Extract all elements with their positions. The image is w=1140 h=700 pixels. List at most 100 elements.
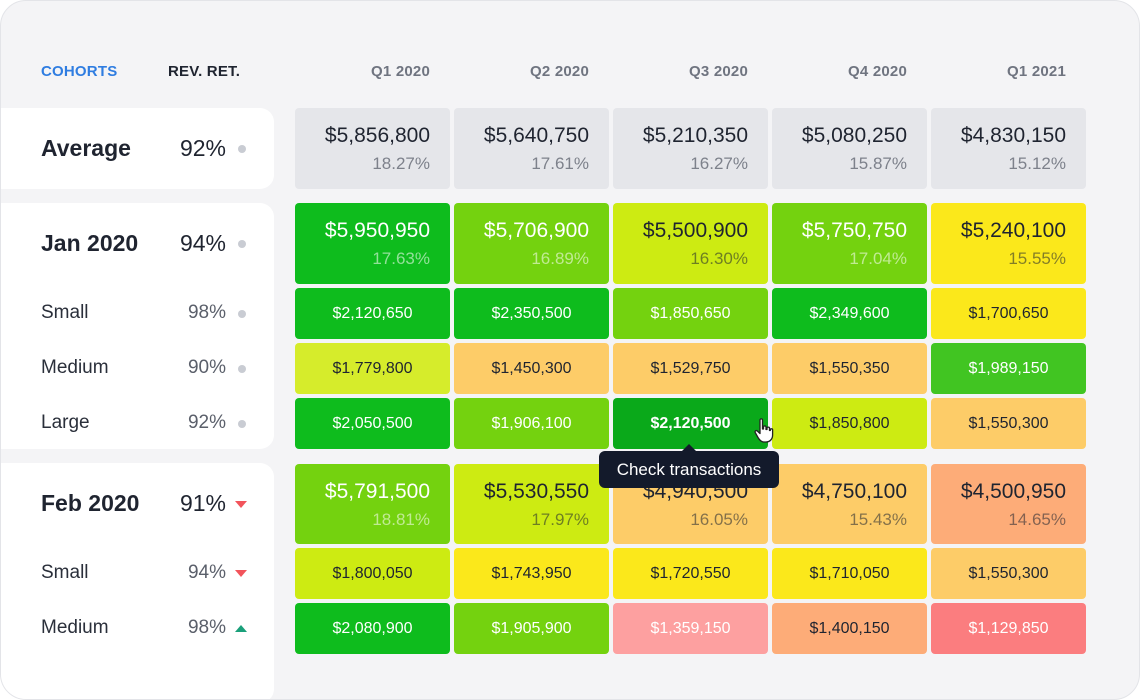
cell-amount: $1,450,300 bbox=[491, 360, 572, 377]
cell-amount: $1,743,950 bbox=[491, 565, 572, 582]
quarter-header-2[interactable]: Q2 2020 bbox=[530, 63, 589, 80]
cell-amount: $1,550,350 bbox=[809, 360, 890, 377]
cell-percent: 15.87% bbox=[849, 154, 907, 173]
heatmap-cell[interactable]: $4,830,150 15.12% bbox=[931, 108, 1086, 189]
cohort-name: Small bbox=[41, 302, 89, 324]
heatmap-cell[interactable]: $2,080,900 bbox=[295, 603, 450, 654]
heatmap-cell[interactable]: $5,856,800 18.27% bbox=[295, 108, 450, 189]
heatmap-cell[interactable]: $2,050,500 bbox=[295, 398, 450, 449]
cell-amount: $1,359,150 bbox=[650, 620, 731, 637]
cohort-row-3[interactable]: Medium 90% bbox=[1, 343, 274, 394]
heatmap-cell[interactable]: $5,640,750 17.61% bbox=[454, 108, 609, 189]
heatmap-cell[interactable]: $1,906,100 bbox=[454, 398, 609, 449]
cell-amount: $2,350,500 bbox=[491, 305, 572, 322]
cell-amount: $4,500,950 bbox=[960, 480, 1066, 503]
cell-amount: $1,906,100 bbox=[491, 415, 572, 432]
heatmap-cell[interactable]: $1,779,800 bbox=[295, 343, 450, 394]
heatmap-cell[interactable]: $2,350,500 bbox=[454, 288, 609, 339]
heatmap-cell[interactable]: $2,120,650 bbox=[295, 288, 450, 339]
cohort-row-5[interactable]: Feb 2020 91% bbox=[1, 464, 274, 544]
quarter-header-4[interactable]: Q4 2020 bbox=[848, 63, 907, 80]
heatmap-cell[interactable]: $1,800,050 bbox=[295, 548, 450, 599]
heatmap-cell[interactable]: $1,850,800 bbox=[772, 398, 927, 449]
heatmap-cell[interactable]: $1,400,150 bbox=[772, 603, 927, 654]
heatmap-cell[interactable]: $1,550,300 bbox=[931, 398, 1086, 449]
cohort-row-6[interactable]: Small 94% bbox=[1, 548, 274, 599]
cell-amount: $5,856,800 bbox=[324, 124, 430, 147]
heatmap-cell[interactable]: $5,500,900 16.30% bbox=[613, 203, 768, 284]
status-dot-icon bbox=[238, 364, 246, 373]
status-dot-icon bbox=[238, 309, 246, 318]
cell-amount: $5,500,900 bbox=[642, 219, 748, 242]
quarter-header-3[interactable]: Q3 2020 bbox=[689, 63, 748, 80]
heatmap-cell[interactable]: $2,349,600 bbox=[772, 288, 927, 339]
cell-amount: $5,791,500 bbox=[324, 480, 430, 503]
heatmap-cell[interactable]: $1,550,300 bbox=[931, 548, 1086, 599]
cohorts-column-header[interactable]: COHORTS bbox=[41, 63, 118, 80]
check-transactions-tooltip[interactable]: Check transactions bbox=[599, 451, 779, 488]
heatmap-cell[interactable]: $5,210,350 16.27% bbox=[613, 108, 768, 189]
heatmap-cell[interactable]: $5,750,750 17.04% bbox=[772, 203, 927, 284]
heatmap-cell[interactable]: $5,530,550 17.97% bbox=[454, 464, 609, 544]
cohort-row-1[interactable]: Jan 2020 94% bbox=[1, 203, 274, 284]
cell-amount: $5,706,900 bbox=[483, 219, 589, 242]
heatmap-cell[interactable]: $1,529,750 bbox=[613, 343, 768, 394]
cohort-retention: 92% bbox=[187, 412, 226, 434]
cell-percent: 14.65% bbox=[1008, 510, 1066, 529]
heatmap-cell[interactable]: $4,500,950 14.65% bbox=[931, 464, 1086, 544]
cell-amount: $5,640,750 bbox=[483, 124, 589, 147]
cohort-retention: 94% bbox=[179, 229, 226, 256]
cohort-row-0[interactable]: Average 92% bbox=[1, 108, 274, 189]
cohort-row-2[interactable]: Small 98% bbox=[1, 288, 274, 339]
cell-percent: 15.12% bbox=[1008, 154, 1066, 173]
heatmap-cell[interactable]: $1,743,950 bbox=[454, 548, 609, 599]
quarter-header-1[interactable]: Q1 2020 bbox=[371, 63, 430, 80]
cell-percent: 17.97% bbox=[531, 510, 589, 529]
status-dot-icon bbox=[238, 239, 246, 248]
heatmap-cell[interactable]: $1,720,550 bbox=[613, 548, 768, 599]
heatmap-cell[interactable]: $1,129,850 bbox=[931, 603, 1086, 654]
cell-percent: 15.43% bbox=[849, 510, 907, 529]
heatmap-cell[interactable]: $1,905,900 bbox=[454, 603, 609, 654]
cell-amount: $5,240,100 bbox=[960, 219, 1066, 242]
heatmap-cell[interactable]: $5,950,950 17.63% bbox=[295, 203, 450, 284]
cell-amount: $1,400,150 bbox=[809, 620, 890, 637]
cohort-row-4[interactable]: Large 92% bbox=[1, 398, 274, 449]
heatmap-cell[interactable]: $1,850,650 bbox=[613, 288, 768, 339]
cell-amount: $5,080,250 bbox=[801, 124, 907, 147]
heatmap-cell[interactable]: $5,706,900 16.89% bbox=[454, 203, 609, 284]
heatmap-cell[interactable]: $5,240,100 15.55% bbox=[931, 203, 1086, 284]
status-dot-icon bbox=[238, 144, 246, 153]
revenue-retention-column-header[interactable]: REV. RET. bbox=[168, 63, 241, 80]
cell-amount: $1,550,300 bbox=[968, 415, 1049, 432]
heatmap-cell[interactable]: $1,359,150 bbox=[613, 603, 768, 654]
cell-percent: 16.30% bbox=[690, 249, 748, 268]
heatmap-cell[interactable]: $1,450,300 bbox=[454, 343, 609, 394]
cohort-name: Large bbox=[41, 412, 90, 434]
cohort-row-7[interactable]: Medium 98% bbox=[1, 603, 274, 654]
heatmap-cell-hovered[interactable]: $2,120,500 bbox=[613, 398, 768, 449]
cell-amount: $2,050,500 bbox=[332, 415, 413, 432]
cell-amount: $1,800,050 bbox=[332, 565, 413, 582]
cell-amount: $2,349,600 bbox=[809, 305, 890, 322]
heatmap-cell[interactable]: $1,550,350 bbox=[772, 343, 927, 394]
quarter-header-5[interactable]: Q1 2021 bbox=[1007, 63, 1066, 80]
cell-percent: 15.55% bbox=[1008, 249, 1066, 268]
heatmap-cell[interactable]: $1,989,150 bbox=[931, 343, 1086, 394]
heatmap-cell[interactable]: $1,710,050 bbox=[772, 548, 927, 599]
cell-amount: $1,779,800 bbox=[332, 360, 413, 377]
heatmap-cell[interactable]: $5,791,500 18.81% bbox=[295, 464, 450, 544]
cell-amount: $4,830,150 bbox=[960, 124, 1066, 147]
cell-amount: $1,720,550 bbox=[650, 565, 731, 582]
cell-amount: $1,989,150 bbox=[968, 360, 1049, 377]
cell-amount: $1,529,750 bbox=[650, 360, 731, 377]
heatmap-cell[interactable]: $4,750,100 15.43% bbox=[772, 464, 927, 544]
cohort-name: Medium bbox=[41, 617, 109, 639]
cell-amount: $1,700,650 bbox=[968, 305, 1049, 322]
heatmap-cell[interactable]: $5,080,250 15.87% bbox=[772, 108, 927, 189]
cell-amount: $2,120,650 bbox=[332, 305, 413, 322]
heatmap-cell[interactable]: $1,700,650 bbox=[931, 288, 1086, 339]
average-card bbox=[1, 108, 274, 189]
cell-percent: 17.04% bbox=[849, 249, 907, 268]
